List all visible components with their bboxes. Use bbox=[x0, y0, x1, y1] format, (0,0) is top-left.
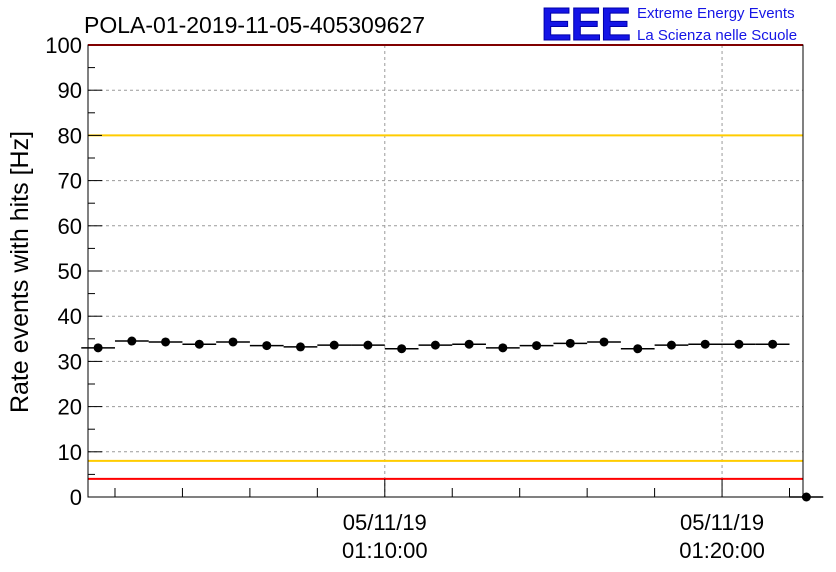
y-tick-label: 90 bbox=[58, 78, 82, 103]
y-tick-label: 80 bbox=[58, 123, 82, 148]
data-point bbox=[532, 341, 542, 351]
y-tick-label: 60 bbox=[58, 214, 82, 239]
data-point bbox=[363, 340, 373, 350]
data-point bbox=[397, 344, 407, 354]
y-axis-label: Rate events with hits [Hz] bbox=[6, 131, 34, 413]
y-tick-label: 30 bbox=[58, 349, 82, 374]
data-point bbox=[194, 339, 204, 349]
data-point bbox=[801, 492, 811, 502]
logo-line2: La Scienza nelle Scuole bbox=[637, 27, 797, 44]
data-series bbox=[81, 336, 824, 502]
y-tick-label: 100 bbox=[45, 33, 82, 58]
x-tick-label-time: 01:20:00 bbox=[679, 538, 765, 563]
data-point bbox=[161, 337, 171, 347]
data-point bbox=[599, 337, 609, 347]
y-tick-label: 50 bbox=[58, 259, 82, 284]
data-point bbox=[430, 340, 440, 350]
data-point bbox=[700, 339, 710, 349]
y-tick-label: 40 bbox=[58, 304, 82, 329]
data-point bbox=[734, 339, 744, 349]
x-tick-label-date: 05/11/19 bbox=[680, 510, 764, 535]
data-point bbox=[464, 339, 474, 349]
data-point bbox=[93, 343, 103, 353]
grid bbox=[88, 45, 803, 497]
y-tick-label: 20 bbox=[58, 395, 82, 420]
axes: 0 10 20 30 40 50 60 70 80 90 100 05/11/19 01:10:00 05… bbox=[45, 33, 804, 563]
logo-line1: Extreme Energy Events bbox=[637, 5, 795, 22]
y-tick-label: 70 bbox=[58, 169, 82, 194]
y-tick-label: 0 bbox=[70, 485, 82, 510]
data-point bbox=[262, 341, 272, 351]
data-point bbox=[565, 338, 575, 348]
data-point bbox=[295, 342, 305, 352]
data-point bbox=[666, 340, 676, 350]
reference-lines bbox=[88, 44, 803, 480]
eee-logo: EEE Extreme Energy Events La Scienza nel… bbox=[541, 0, 798, 51]
chart-title: POLA-01-2019-11-05-405309627 bbox=[84, 12, 425, 38]
data-point bbox=[228, 337, 238, 347]
data-point bbox=[633, 344, 643, 354]
data-point bbox=[329, 340, 339, 350]
x-tick-label-date: 05/11/19 bbox=[343, 510, 427, 535]
data-point bbox=[768, 339, 778, 349]
x-tick-label-time: 01:10:00 bbox=[342, 538, 428, 563]
y-tick-label: 10 bbox=[58, 440, 82, 465]
data-point bbox=[498, 343, 508, 353]
data-point bbox=[127, 336, 137, 346]
logo-mark: EEE bbox=[541, 0, 630, 50]
